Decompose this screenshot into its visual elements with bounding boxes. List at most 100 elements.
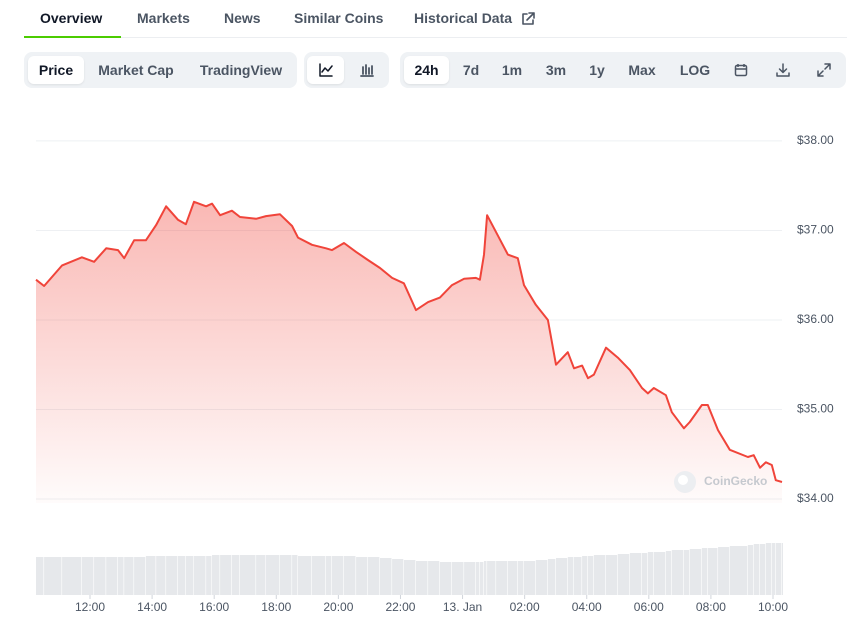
volume-bar	[124, 557, 134, 595]
volume-bar	[653, 552, 666, 595]
tab[interactable]: Markets	[137, 10, 190, 26]
volume-bar	[379, 558, 392, 595]
volume-bar	[582, 556, 588, 595]
volume-bar	[311, 556, 326, 595]
x-tick-label: 18:00	[261, 600, 291, 614]
x-tick-label: 14:00	[137, 600, 167, 614]
x-tick-label: 16:00	[199, 600, 229, 614]
volume-bar	[671, 550, 684, 595]
log-button[interactable]: LOG	[679, 62, 711, 78]
volume-bar	[683, 550, 690, 595]
volume-bar	[44, 557, 62, 595]
download-button[interactable]	[769, 56, 797, 84]
volume-bar	[464, 562, 476, 595]
y-tick-label: $35.00	[797, 402, 834, 416]
range-group: 24h 7d 1m 3m 1y Max LOG	[400, 52, 846, 88]
chart-type-group: Price Market Cap TradingView	[24, 52, 297, 88]
volume-bar	[759, 544, 766, 595]
volume-bar	[145, 556, 156, 595]
volume-bar	[428, 561, 440, 595]
volume-bar	[689, 549, 702, 595]
volume-bar	[753, 544, 760, 595]
line-chart-button[interactable]	[307, 56, 344, 84]
volume-bar	[718, 547, 730, 595]
watermark-text: CoinGecko	[704, 474, 767, 488]
tab[interactable]: Overview	[40, 10, 103, 26]
volume-bar	[403, 560, 416, 595]
volume-bar	[177, 556, 186, 595]
calendar-button[interactable]	[727, 56, 755, 84]
chart-style-group	[304, 52, 389, 88]
volume-bar	[94, 557, 106, 595]
range-button[interactable]: 7d	[462, 62, 480, 78]
range-button[interactable]: 24h	[404, 56, 449, 84]
x-tick-label: 06:00	[634, 600, 664, 614]
volume-bar	[194, 556, 206, 595]
volume-bar	[771, 543, 776, 595]
volume-bar	[343, 556, 356, 595]
candle-chart-button[interactable]	[348, 56, 385, 84]
x-tick-label: 02:00	[510, 600, 540, 614]
volume-bar	[707, 548, 718, 595]
range-button[interactable]: 3m	[545, 62, 567, 78]
tab[interactable]: News	[224, 10, 261, 26]
volume-bar	[479, 562, 484, 595]
volume-bar	[617, 554, 630, 595]
tab[interactable]: Historical Data	[414, 10, 513, 26]
x-tick-label: 08:00	[696, 600, 726, 614]
volume-bar	[331, 556, 344, 595]
volume-bar	[475, 562, 480, 595]
y-tick-label: $38.00	[797, 133, 834, 147]
volume-bar	[517, 561, 524, 595]
volume-bar	[629, 553, 642, 595]
range-button[interactable]: 1m	[501, 62, 523, 78]
volume-bar	[185, 556, 194, 595]
volume-bar	[782, 543, 783, 595]
x-tick-label: 10:00	[758, 600, 788, 614]
volume-bar	[507, 561, 518, 595]
volume-bar	[36, 557, 44, 595]
range-button[interactable]: Max	[628, 62, 656, 78]
volume-bar	[220, 555, 232, 595]
volume-bar	[166, 556, 178, 595]
volume-bar	[647, 552, 654, 595]
volume-bar	[280, 555, 292, 595]
fullscreen-button[interactable]	[810, 56, 838, 84]
volume-bar	[231, 555, 240, 595]
volume-bar	[641, 553, 648, 595]
watermark: CoinGecko	[674, 471, 767, 493]
chart-tab[interactable]: Price	[28, 56, 84, 84]
volume-bar	[206, 556, 212, 595]
volume-bar	[701, 548, 708, 595]
volume-bar	[574, 557, 582, 595]
chart-tab[interactable]: Market Cap	[98, 62, 174, 78]
volume-bar	[451, 562, 464, 595]
volume-bar	[765, 543, 772, 595]
volume-bar	[729, 546, 748, 595]
volume-bar	[134, 557, 146, 595]
y-tick-label: $34.00	[797, 491, 834, 505]
price-line	[35, 200, 783, 483]
volume-bar	[62, 557, 82, 595]
y-tick-label: $36.00	[797, 312, 834, 326]
volume-bar	[298, 556, 312, 595]
tab[interactable]: Similar Coins	[294, 10, 384, 26]
volume-bar	[392, 559, 404, 595]
price-area	[36, 201, 782, 504]
volume-bar	[256, 555, 266, 595]
volume-bar	[415, 561, 428, 595]
volume-bar	[212, 555, 220, 595]
volume-bar	[487, 561, 496, 595]
volume-bar	[356, 557, 368, 595]
tab-divider	[24, 37, 847, 38]
volume-bar	[605, 555, 618, 595]
range-button[interactable]: 1y	[589, 62, 605, 78]
volume-bar	[81, 557, 94, 595]
volume-bar	[156, 556, 166, 595]
x-tick-label: 20:00	[323, 600, 353, 614]
volume-bar	[524, 561, 536, 595]
volume-bar	[106, 557, 118, 595]
chart-tab[interactable]: TradingView	[199, 62, 283, 78]
